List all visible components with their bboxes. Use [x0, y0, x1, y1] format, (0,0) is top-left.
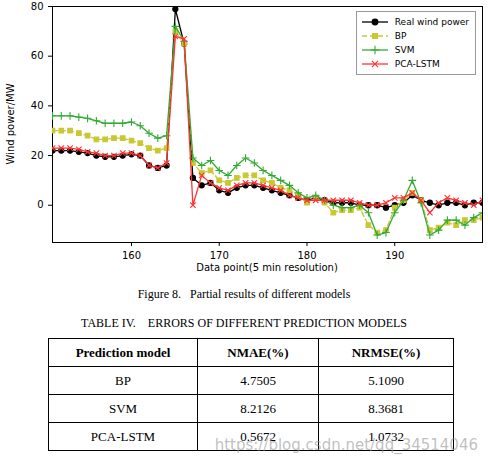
html-text:BP: BP: [115, 372, 131, 388]
html-text:TABLE IV. ERRORS OF DIFFERENT: TABLE IV. ERRORS OF DIFFERENT PREDICTION…: [81, 316, 407, 330]
html-text:4.7505: 4.7505: [240, 372, 276, 388]
svg-text:190: 190: [385, 250, 404, 261]
html-text:8.3681: 8.3681: [368, 400, 404, 416]
svg-text:80: 80: [31, 1, 44, 12]
html-text:SVM: SVM: [108, 400, 138, 416]
html-text:0.5672: 0.5672: [240, 428, 276, 444]
html-text:Real wind power: Real wind power: [394, 17, 469, 27]
html-text:BP: BP: [394, 31, 407, 41]
html-text:Prediction model: Prediction model: [75, 344, 171, 360]
html-text:https://blog.csdn.net/qq_34514: https://blog.csdn.net/qq_34514046: [214, 436, 478, 454]
html-text:5.1090: 5.1090: [368, 372, 404, 388]
svg-text:20: 20: [31, 150, 44, 161]
html-text:1.0732: 1.0732: [368, 428, 404, 444]
html-text:SVM: SVM: [394, 45, 415, 55]
svg-text:160: 160: [122, 250, 141, 261]
html-text:Data point(5 min resolution): Data point(5 min resolution): [196, 262, 338, 273]
svg-text:170: 170: [210, 250, 229, 261]
svg-text:60: 60: [31, 50, 44, 61]
html-text:PCA-LSTM: PCA-LSTM: [90, 428, 156, 444]
svg-text:40: 40: [31, 100, 44, 111]
html-text:NRMSE(%): NRMSE(%): [351, 344, 421, 360]
svg-text:180: 180: [297, 250, 316, 261]
html-text:PCA-LSTM: PCA-LSTM: [394, 59, 440, 69]
html-text:Wind power/MW: Wind power/MW: [4, 83, 16, 165]
html-text:NMAE(%): NMAE(%): [227, 344, 289, 360]
svg-text:0: 0: [37, 199, 43, 210]
html-text:8.2126: 8.2126: [240, 400, 276, 416]
html-text:Figure 8. Partial results of d: Figure 8. Partial results of different m…: [137, 287, 351, 301]
